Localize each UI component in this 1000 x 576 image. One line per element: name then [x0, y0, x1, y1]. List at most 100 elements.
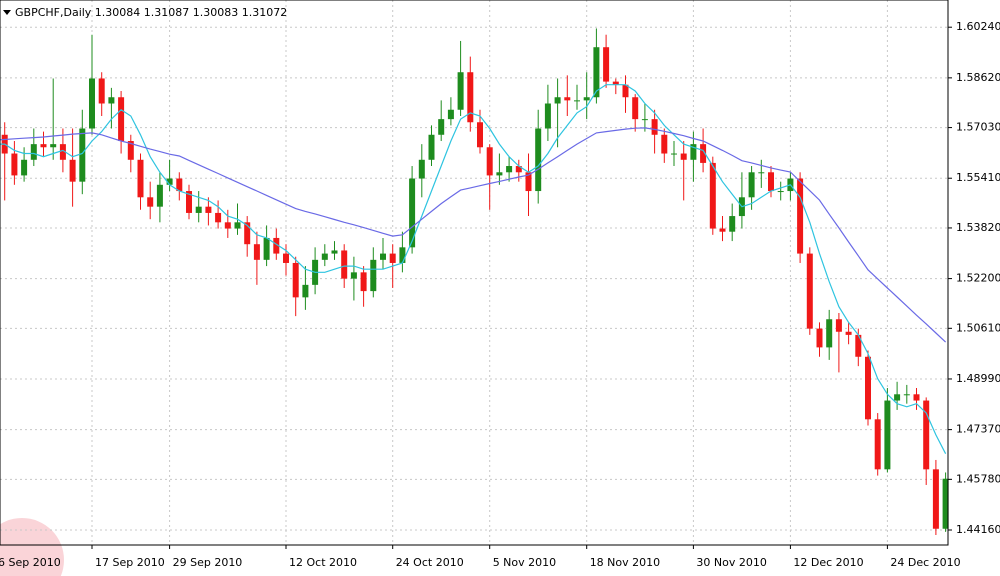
candle-body: [302, 284, 309, 298]
candle-body: [50, 144, 57, 148]
candle-body: [380, 253, 386, 260]
candle-body: [292, 262, 299, 298]
candle-body: [806, 253, 813, 329]
candle-body: [11, 153, 18, 176]
candle-body: [632, 97, 639, 120]
candle-body: [574, 100, 580, 102]
candle-body: [477, 122, 483, 148]
candle-body: [709, 162, 716, 229]
candle-body: [593, 47, 600, 98]
candle-body: [30, 144, 37, 160]
candle-body: [515, 166, 522, 173]
candle-body: [496, 172, 503, 176]
x-tick-label: 29 Sep 2010: [173, 556, 243, 569]
candle-body: [535, 128, 542, 192]
x-tick-label: 5 Nov 2010: [493, 556, 556, 569]
candle-body: [554, 97, 561, 104]
y-tick-label: 1.53820: [956, 221, 1000, 234]
y-tick-label: 1.50610: [956, 321, 1000, 334]
x-tick-label: 12 Oct 2010: [289, 556, 357, 569]
candle-body: [855, 334, 862, 357]
candle-body: [467, 72, 474, 123]
candle-body: [137, 159, 144, 198]
candle-body: [350, 272, 357, 279]
y-tick-label: 1.58620: [956, 71, 1000, 84]
candle-body: [331, 250, 338, 254]
candle-body: [234, 222, 241, 229]
candle-body: [564, 97, 571, 101]
candle-body: [360, 272, 367, 292]
candle-body: [923, 400, 930, 470]
candle-body: [40, 144, 47, 148]
candle-body: [263, 237, 270, 260]
candle-body: [98, 78, 105, 104]
candle-body: [186, 191, 192, 213]
candle-body: [418, 159, 425, 179]
candle-body: [321, 253, 328, 260]
y-tick-label: 1.60240: [956, 20, 1000, 33]
candle-body: [108, 97, 115, 104]
candle-body: [622, 84, 629, 98]
plot: [0, 28, 949, 535]
candle-body: [428, 134, 435, 160]
candle-body: [127, 141, 134, 160]
candle-body: [913, 394, 920, 401]
moving-average-line: [0, 84, 947, 454]
candle-body: [544, 103, 551, 129]
x-tick-label: 24 Oct 2010: [396, 556, 464, 569]
candle-body: [244, 222, 251, 245]
candle-body: [719, 228, 726, 232]
y-tick-label: 1.48990: [956, 372, 1000, 385]
candle-body: [59, 144, 66, 160]
plot-frame: [0, 0, 949, 546]
candle-body: [865, 356, 871, 420]
y-tick-label: 1.44160: [956, 523, 1000, 536]
candle-body: [758, 172, 765, 174]
candle-body: [79, 128, 86, 182]
candle-body: [195, 206, 202, 213]
menu-triangle: [3, 10, 11, 15]
candle-body: [729, 216, 736, 232]
candle-body: [661, 134, 668, 154]
candle-body: [176, 178, 183, 192]
candle-body: [399, 247, 406, 263]
candle-body: [205, 206, 212, 213]
candle-body: [457, 72, 464, 110]
candle-body: [777, 191, 784, 193]
candle-body: [147, 197, 154, 207]
x-tick-label: 30 Nov 2010: [696, 556, 766, 569]
candle-body: [845, 331, 852, 335]
candle-body: [603, 47, 610, 82]
y-tick-label: 1.47370: [956, 423, 1000, 436]
candle-body: [641, 119, 648, 121]
x-tick-label: 24 Dec 2010: [890, 556, 960, 569]
candle-body: [835, 319, 842, 332]
y-tick-label: 1.57030: [956, 121, 1000, 134]
candle-body: [253, 244, 260, 260]
chart-title: GBPCHF,Daily 1.30084 1.31087 1.30083 1.3…: [15, 6, 287, 19]
candle-body: [166, 178, 173, 185]
candle-body: [942, 478, 949, 529]
y-tick-label: 1.55410: [956, 171, 1000, 184]
y-tick-label: 1.45780: [956, 472, 1000, 485]
candle-body: [486, 147, 493, 176]
candle-body: [224, 222, 231, 229]
candle-body: [69, 159, 76, 182]
candle-body: [156, 184, 163, 207]
candle-body: [283, 253, 289, 263]
highlight: [0, 518, 64, 576]
candle-body: [903, 394, 910, 396]
candle-body: [690, 144, 697, 160]
candle-body: [700, 144, 707, 163]
candle-body: [409, 178, 416, 248]
candle-body: [932, 469, 939, 529]
candle-body: [21, 159, 28, 176]
candle-body: [89, 78, 95, 129]
candle-body: [768, 172, 774, 192]
candle-body: [370, 259, 377, 292]
candle-body: [874, 419, 881, 470]
candle-body: [341, 250, 348, 279]
